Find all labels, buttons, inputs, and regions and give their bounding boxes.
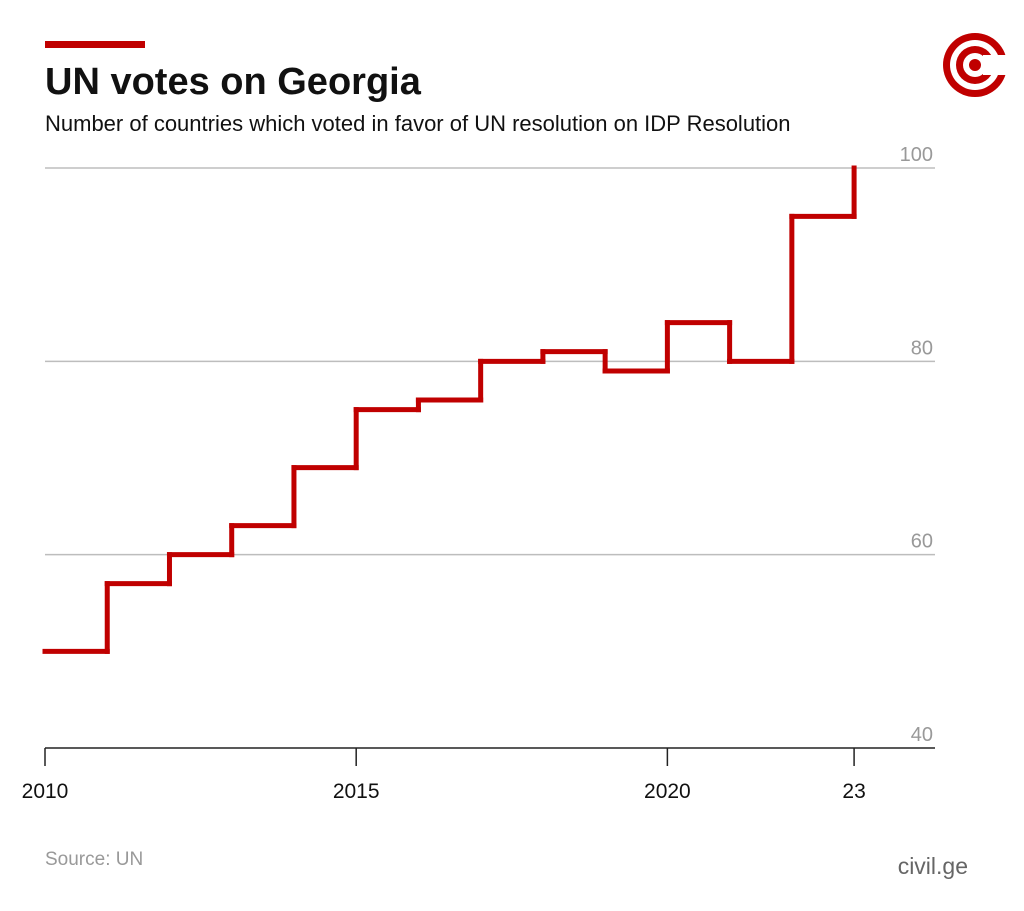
credit: civil.ge	[898, 853, 968, 879]
source: Source: UN	[45, 849, 143, 870]
y-tick-label: 80	[911, 337, 933, 359]
title-accent	[45, 41, 145, 48]
y-tick-label: 40	[911, 724, 933, 746]
chart-title: UN votes on Georgia	[45, 61, 422, 103]
x-tick-label: 2015	[333, 780, 380, 803]
y-tick-label: 100	[900, 144, 933, 166]
x-tick-label: 23	[842, 780, 865, 803]
chart-subtitle: Number of countries which voted in favor…	[45, 111, 791, 136]
logo	[943, 33, 1011, 97]
x-tick-label: 2020	[644, 780, 691, 803]
y-tick-label: 60	[911, 531, 933, 553]
x-tick-label: 2010	[22, 780, 69, 803]
